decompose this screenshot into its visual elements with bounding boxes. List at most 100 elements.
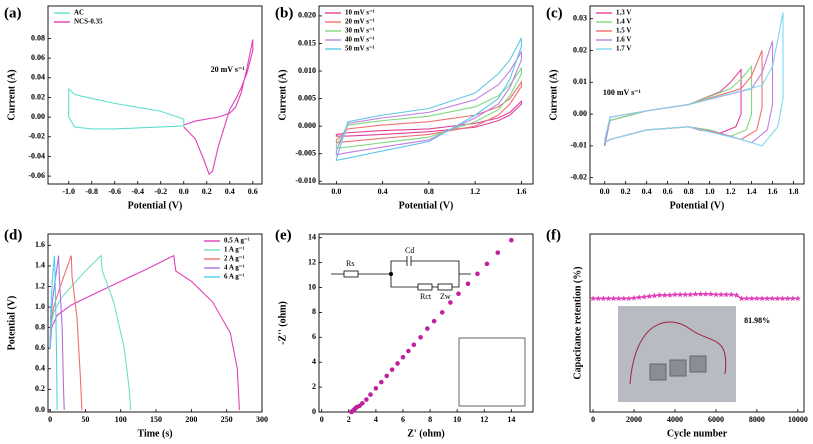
series-line	[335, 80, 522, 144]
star-marker	[758, 295, 766, 302]
star-marker	[774, 295, 781, 302]
y-tick-label: -0.02	[570, 172, 587, 181]
y-axis-title: Current (A)	[6, 69, 17, 120]
star-marker	[661, 291, 668, 298]
legend-label: 0.5 A g⁻¹	[224, 237, 250, 245]
x-tick-label: -0.4	[131, 187, 144, 196]
y-tick-label: 0.00	[31, 112, 45, 121]
y-tick-label: 0.0	[35, 405, 45, 414]
point	[431, 318, 437, 324]
photo-electrode	[649, 363, 667, 381]
resistor	[437, 283, 453, 291]
annotation: 100 mV s⁻¹	[603, 88, 642, 97]
legend-label: AC	[74, 9, 84, 17]
y-tick-label: 0.04	[31, 73, 45, 82]
point	[439, 310, 445, 315]
plot-frame	[47, 5, 263, 185]
photo-electrode	[689, 355, 707, 373]
y-tick-label: 0.8	[35, 322, 45, 331]
x-tick-label: 0.4	[642, 187, 652, 196]
y-tick-label: 1.0	[35, 302, 45, 311]
inset-frame	[458, 337, 526, 407]
x-tick-label: 1.6	[768, 187, 778, 196]
legend-label: 20 mV s⁻¹	[345, 18, 375, 26]
legend-label: 1.5 V	[616, 27, 631, 35]
x-tick-label: 6	[401, 415, 405, 424]
y-axis-title: Current (A)	[548, 69, 559, 120]
star-marker	[636, 294, 643, 300]
x-tick-label: 0.2	[202, 187, 212, 196]
star-marker	[718, 291, 725, 298]
point	[364, 397, 369, 402]
legend-label: 1.7 V	[616, 45, 631, 53]
x-tick-label: 0	[320, 415, 324, 424]
point	[406, 348, 411, 354]
point	[379, 379, 384, 385]
annotation: 81.98%	[744, 316, 770, 325]
y-tick-label: 4	[312, 357, 316, 366]
legend-label: 1 A g⁻¹	[224, 246, 245, 254]
circuit-label: Cd	[405, 246, 414, 255]
series-line	[335, 66, 522, 149]
legend-label: 1.4 V	[616, 18, 631, 26]
point	[360, 400, 365, 406]
y-tick-label: 1.2	[35, 281, 45, 290]
y-tick-label: 10	[308, 282, 316, 291]
point	[484, 261, 490, 267]
x-tick-label: 14	[507, 415, 515, 424]
x-axis-title: Potential (V)	[670, 200, 725, 211]
resistor	[417, 283, 433, 291]
star-marker	[784, 295, 791, 302]
circuit-label: Zw	[440, 292, 451, 301]
x-tick-label: 2	[347, 415, 351, 424]
x-tick-label: 1.6	[516, 187, 526, 196]
y-tick-label: 0.000	[298, 121, 316, 130]
legend-label: 6 A g⁻¹	[224, 273, 245, 281]
star-marker	[656, 291, 663, 298]
point	[456, 291, 461, 297]
y-tick-label: 0.2	[35, 384, 45, 393]
y-tick-label: 0.02	[573, 45, 587, 54]
x-tick-label: 0.0	[179, 187, 189, 196]
point	[475, 271, 480, 277]
y-tick-label: 0.06	[31, 53, 45, 62]
y-tick-label: 0	[312, 407, 316, 416]
x-tick-label: 1.4	[747, 187, 757, 196]
x-tick-label: 1.2	[470, 187, 480, 196]
y-tick-label: 0.6	[35, 343, 45, 352]
series-line	[49, 255, 83, 410]
point	[368, 392, 373, 397]
series-line	[335, 37, 522, 161]
series-line	[68, 88, 185, 130]
star-marker	[651, 292, 658, 299]
x-tick-label: -0.2	[154, 187, 167, 196]
x-tick-label: 0.4	[225, 187, 235, 196]
star-marker	[630, 294, 638, 301]
series-line	[183, 39, 254, 176]
star-marker	[641, 293, 648, 300]
circuit-wire	[331, 260, 471, 288]
point	[389, 367, 395, 372]
x-tick-label: 6000	[708, 415, 724, 424]
point	[418, 335, 423, 340]
circuit-label: Rct	[420, 292, 432, 301]
panel-label: (f)	[546, 227, 561, 243]
legend-label: NCS-0.35	[74, 18, 103, 26]
x-tick-label: 0.2	[621, 187, 631, 196]
x-axis-title: Potential (V)	[399, 200, 454, 211]
y-tick-label: 0.005	[298, 93, 316, 102]
x-axis-title: Potential (V)	[128, 200, 183, 211]
x-axis-title: Cycle number	[667, 428, 728, 439]
x-tick-label: 0	[48, 415, 52, 424]
star-marker	[702, 290, 709, 297]
panel-label: (e)	[275, 227, 292, 243]
star-marker	[728, 291, 735, 298]
star-marker	[712, 291, 719, 298]
plot-frame	[589, 233, 805, 413]
x-tick-label: 1.8	[789, 187, 799, 196]
plot-frame	[318, 233, 534, 413]
star-marker	[610, 295, 617, 302]
series-line	[49, 254, 240, 410]
point	[411, 342, 417, 348]
point	[384, 373, 390, 379]
